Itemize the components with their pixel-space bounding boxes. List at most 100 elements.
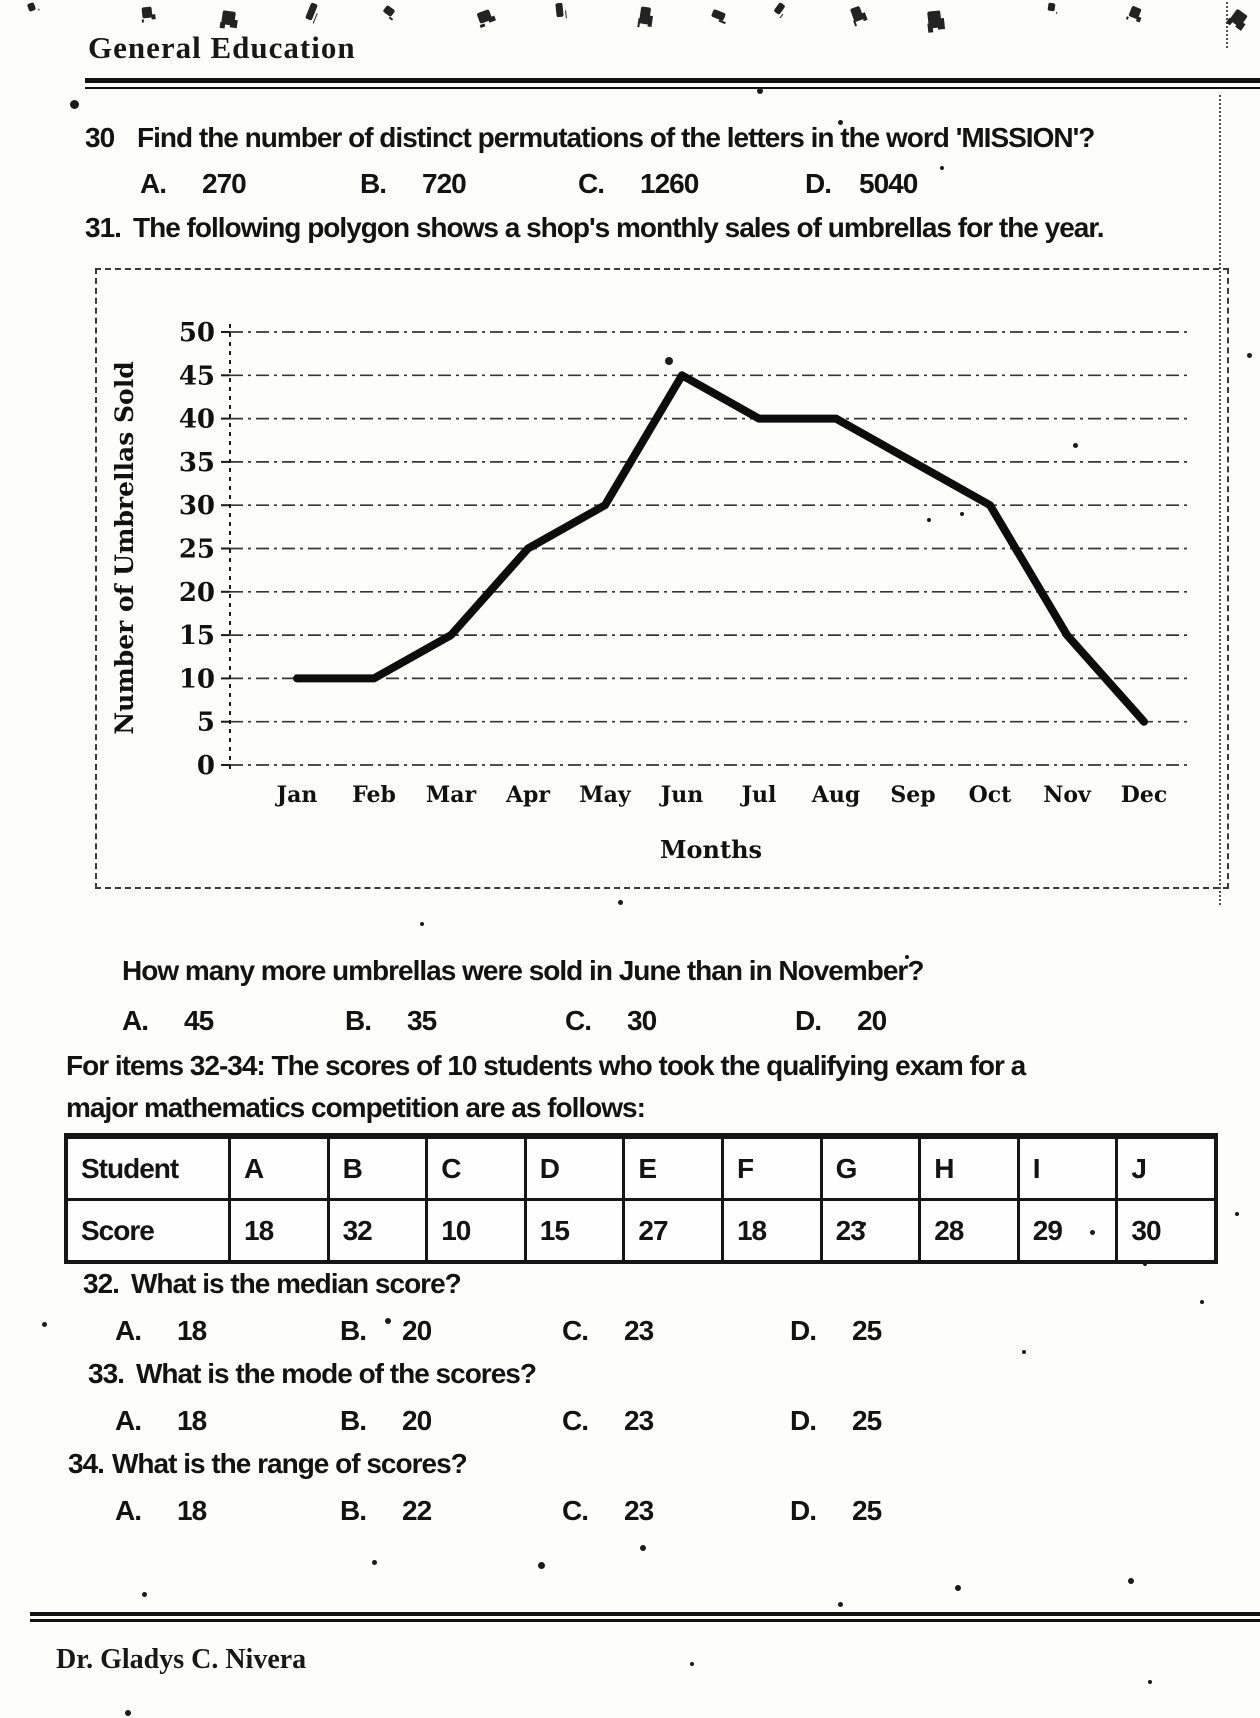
question-31-number: 31. [85,212,122,243]
option-label: D. [805,168,832,199]
chart-svg: 0 5 10 15 20 25 30 35 40 45 50 Jan Feb Mar Apr May Jun Ju… [110,318,1192,864]
table-cell: 27 [622,1198,721,1260]
svg-text:Aug: Aug [811,782,860,808]
table-cell: 23 [819,1198,919,1260]
scan-speck [640,1545,646,1551]
svg-text:Months: Months [660,835,762,864]
option-c: C. 23 [562,1495,654,1527]
items-32-34-intro-line2: major mathematics competition are as fol… [66,1092,646,1124]
option-b: B. 35 [345,1005,437,1037]
question-31-followup-options: A. 45 B. 35 C. 30 D. 20 [0,1005,1260,1041]
scan-speck [372,1560,377,1565]
scan-page-edge-line [1219,95,1221,905]
option-label: C. [565,1005,592,1036]
svg-text:Jul: Jul [740,782,777,808]
option-label: D. [790,1405,817,1436]
question-33-text: What is the mode of the scores? [136,1358,537,1389]
svg-text:10: 10 [179,664,215,694]
option-label: B. [360,168,387,199]
table-cell: Score [68,1198,228,1260]
items-32-34-intro-line1: For items 32-34: The scores of 10 studen… [66,1050,1026,1082]
question-34-options: A. 18 B. 22 C. 23 D. 25 [0,1495,1260,1531]
table-header-cell: F [720,1139,820,1198]
scan-speck [838,120,843,125]
svg-text:Apr: Apr [505,782,550,808]
svg-text:Mar: Mar [426,782,477,808]
scan-speck [42,1322,47,1327]
scan-smudge [221,10,236,26]
option-label: D. [790,1495,817,1526]
table-header-cell: Student [81,1152,179,1184]
option-label: B. [345,1005,372,1036]
question-31: 31. The following polygon shows a shop's … [85,212,1104,244]
svg-text:5: 5 [197,708,215,738]
svg-text:40: 40 [179,405,215,435]
option-value: 20 [402,1315,432,1346]
option-value: 30 [627,1005,657,1036]
table-header-cell: E [622,1139,721,1198]
scan-speck [1148,1680,1152,1684]
option-value: 20 [857,1005,887,1036]
scan-speck [1090,1230,1095,1235]
table-cell: 28 [918,1198,1017,1260]
option-value: 270 [202,168,247,199]
option-d: D. 25 [790,1315,882,1347]
scan-smudge [141,6,153,19]
svg-text:30: 30 [179,491,215,521]
table-header-cell: A [228,1139,327,1198]
scan-smudge [710,8,727,22]
option-c: C. 23 [562,1405,654,1437]
option-a: A. 18 [115,1405,207,1437]
scan-smudge [476,9,493,24]
table-header-cell: H [918,1139,1017,1198]
question-33-options: A. 18 B. 20 C. 23 D. 25 [0,1405,1260,1441]
option-label: B. [340,1495,367,1526]
option-label: A. [115,1315,142,1346]
scan-smudge [26,2,37,12]
question-32-options: A. 18 B. 20 C. 23 D. 25 [0,1315,1260,1351]
svg-text:Number of Umbrellas Sold: Number of Umbrellas Sold [110,361,139,734]
question-30: 30 Find the number of distinct permutatio… [85,122,1095,154]
scan-speck [1143,1262,1147,1266]
scan-speck [142,1592,147,1597]
scan-smudge [849,5,865,23]
option-c: C. 1260 [578,168,699,200]
option-value: 23 [624,1405,654,1436]
scan-speck [960,512,964,516]
svg-text:50: 50 [179,318,215,348]
svg-text:20: 20 [179,578,215,608]
option-b: B. 22 [340,1495,432,1527]
table-header-cell: C [425,1139,524,1198]
scan-smudge [1128,5,1142,20]
scan-speck [385,1318,391,1324]
option-c: C. 23 [562,1315,654,1347]
scan-smudge [638,6,652,25]
question-30-options: A. 270 B. 720 C. 1260 D. 5040 [0,168,1260,204]
question-32-number: 32. [83,1268,120,1299]
option-b: B. 20 [340,1315,432,1347]
scan-speck [955,1585,961,1591]
option-a: A. 18 [115,1315,207,1347]
option-a: A. 270 [140,168,247,200]
option-b: B. 20 [340,1405,432,1437]
scan-speck [1128,1578,1134,1584]
scan-speck [905,955,909,959]
svg-text:Jun: Jun [659,782,703,808]
option-label: B. [340,1405,367,1436]
option-value: 25 [852,1315,882,1346]
option-value: 23 [624,1315,654,1346]
option-value: 25 [852,1495,882,1526]
option-value: 18 [177,1315,207,1346]
svg-text:Nov: Nov [1043,782,1092,808]
scan-speck [1200,1300,1204,1304]
table-cell: 18 [720,1198,820,1260]
option-label: C. [562,1405,589,1436]
option-c: C. 30 [565,1005,657,1037]
svg-text:35: 35 [179,448,215,478]
scan-smudge [773,1,786,16]
svg-text:Feb: Feb [352,782,396,808]
scan-speck [862,1222,866,1226]
table-cell: 18 [228,1198,327,1260]
option-value: 720 [422,168,467,199]
